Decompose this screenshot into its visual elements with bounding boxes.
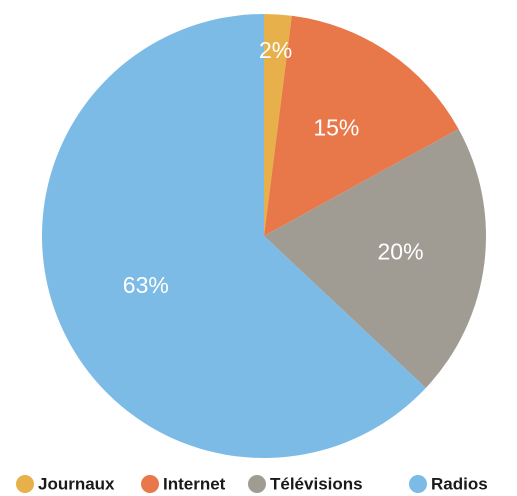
- legend-item-radios: Radios: [409, 474, 488, 493]
- legend-label-internet: Internet: [163, 474, 226, 493]
- legend-swatch-internet: [141, 475, 159, 493]
- legend-label-televisions: Télévisions: [270, 474, 363, 493]
- legend-swatch-journaux: [16, 475, 34, 493]
- legend-item-internet: Internet: [141, 474, 226, 493]
- legend: Journaux Internet Télévisions Radios: [16, 474, 488, 493]
- slice-label-internet: 15%: [313, 115, 359, 141]
- legend-label-radios: Radios: [431, 474, 488, 493]
- slice-label-journaux: 2%: [259, 37, 292, 63]
- legend-item-journaux: Journaux: [16, 474, 115, 493]
- legend-item-televisions: Télévisions: [248, 474, 363, 493]
- pie-slice-internet: [264, 15, 459, 237]
- pie-slice-labels: 2% 15% 20% 63%: [123, 37, 424, 298]
- slice-label-radios: 63%: [123, 272, 169, 298]
- legend-label-journaux: Journaux: [38, 474, 115, 493]
- pie-slice-radios: [41, 14, 426, 458]
- pie-slice-journaux: [264, 14, 292, 236]
- slice-label-televisions: 20%: [378, 238, 424, 264]
- legend-swatch-televisions: [248, 475, 266, 493]
- pie-slice-televisions: [264, 129, 486, 388]
- legend-swatch-radios: [409, 475, 427, 493]
- pie-slices: [41, 14, 486, 458]
